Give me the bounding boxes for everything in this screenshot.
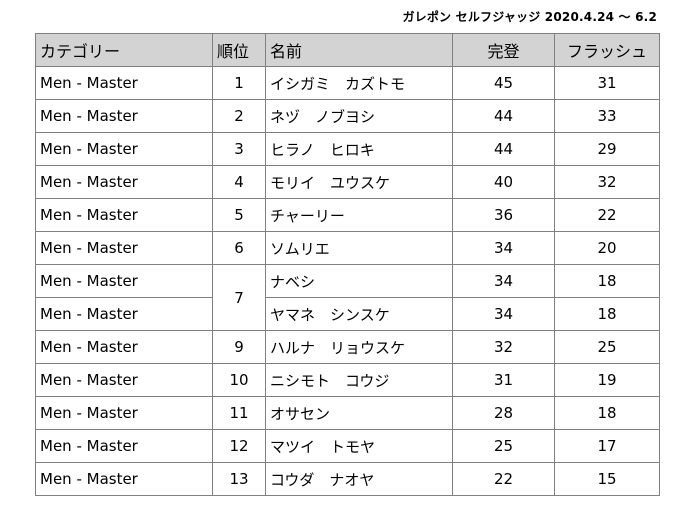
category-cell: Men - Master — [35, 297, 213, 331]
flash-cell: 15 — [554, 462, 660, 496]
flash-cell: 31 — [554, 66, 660, 100]
table-row: Men - Master 11 オサセン 28 18 — [35, 396, 660, 430]
rank-cell: 13 — [212, 462, 266, 496]
flash-cell: 18 — [554, 264, 660, 298]
table-row: Men - Master 4 モリイ ユウスケ 40 32 — [35, 165, 660, 199]
table-row: Men - Master 6 ソムリエ 34 20 — [35, 231, 660, 265]
flash-cell: 25 — [554, 330, 660, 364]
table-row: Men - Master 7 ナベシ 34 18 — [35, 264, 660, 331]
complete-cell: 45 — [452, 66, 555, 100]
category-cell: Men - Master — [35, 330, 213, 364]
complete-cell: 25 — [452, 429, 555, 463]
category-cell: Men - Master — [35, 264, 213, 298]
complete-cell: 34 — [452, 231, 555, 265]
category-cell: Men - Master — [35, 429, 213, 463]
table-row: Men - Master 9 ハルナ リョウスケ 32 25 — [35, 330, 660, 364]
rank-cell: 1 — [212, 66, 266, 100]
complete-cell: 34 — [452, 297, 555, 331]
table-row: Men - Master 2 ネヅ ノブヨシ 44 33 — [35, 99, 660, 133]
category-cell: Men - Master — [35, 462, 213, 496]
name-cell: ハルナ リョウスケ — [265, 330, 453, 364]
flash-cell: 33 — [554, 99, 660, 133]
name-cell: ナベシ — [265, 264, 453, 298]
rank-cell: 10 — [212, 363, 266, 397]
rank-cell: 2 — [212, 99, 266, 133]
header-complete: 完登 — [452, 33, 555, 67]
complete-cell: 32 — [452, 330, 555, 364]
flash-cell: 17 — [554, 429, 660, 463]
header-rank: 順位 — [212, 33, 266, 67]
results-caption: ガレポン セルフジャッジ 2020.4.24 〜 6.2 — [402, 10, 657, 24]
category-cell: Men - Master — [35, 198, 213, 232]
rank-cell: 5 — [212, 198, 266, 232]
name-cell: ヒラノ ヒロキ — [265, 132, 453, 166]
category-cell: Men - Master — [35, 132, 213, 166]
flash-cell: 18 — [554, 396, 660, 430]
table-row: Men - Master 12 マツイ トモヤ 25 17 — [35, 429, 660, 463]
rank-cell: 4 — [212, 165, 266, 199]
category-cell: Men - Master — [35, 396, 213, 430]
table-row: Men - Master 1 イシガミ カズトモ 45 31 — [35, 66, 660, 100]
name-cell: オサセン — [265, 396, 453, 430]
flash-cell: 29 — [554, 132, 660, 166]
name-cell: ヤマネ シンスケ — [265, 297, 453, 331]
rank-cell: 3 — [212, 132, 266, 166]
complete-cell: 44 — [452, 132, 555, 166]
table-row: Men - Master 10 ニシモト コウジ 31 19 — [35, 363, 660, 397]
complete-cell: 28 — [452, 396, 555, 430]
rank-cell: 9 — [212, 330, 266, 364]
name-cell: ソムリエ — [265, 231, 453, 265]
rank-cell: 6 — [212, 231, 266, 265]
category-cell: Men - Master — [35, 66, 213, 100]
category-cell: Men - Master — [35, 231, 213, 265]
complete-cell: 34 — [452, 264, 555, 298]
table-header-row: カテゴリー 順位 名前 完登 フラッシュ — [35, 33, 660, 67]
results-table: カテゴリー 順位 名前 完登 フラッシュ Men - Master 1 イシガミ… — [35, 33, 660, 496]
name-cell: イシガミ カズトモ — [265, 66, 453, 100]
category-cell: Men - Master — [35, 99, 213, 133]
flash-cell: 19 — [554, 363, 660, 397]
name-cell: コウダ ナオヤ — [265, 462, 453, 496]
complete-cell: 31 — [452, 363, 555, 397]
header-category: カテゴリー — [35, 33, 213, 67]
complete-cell: 36 — [452, 198, 555, 232]
header-flash: フラッシュ — [554, 33, 660, 67]
table-row: Men - Master 3 ヒラノ ヒロキ 44 29 — [35, 132, 660, 166]
name-cell: マツイ トモヤ — [265, 429, 453, 463]
name-cell: ネヅ ノブヨシ — [265, 99, 453, 133]
flash-cell: 22 — [554, 198, 660, 232]
name-cell: チャーリー — [265, 198, 453, 232]
rank-cell: 12 — [212, 429, 266, 463]
name-cell: ニシモト コウジ — [265, 363, 453, 397]
flash-cell: 20 — [554, 231, 660, 265]
table-row: Men - Master 13 コウダ ナオヤ 22 15 — [35, 462, 660, 496]
flash-cell: 32 — [554, 165, 660, 199]
complete-cell: 22 — [452, 462, 555, 496]
complete-cell: 40 — [452, 165, 555, 199]
flash-cell: 18 — [554, 297, 660, 331]
header-name: 名前 — [265, 33, 453, 67]
table-row: Men - Master 5 チャーリー 36 22 — [35, 198, 660, 232]
table-row: Men - Master ヤマネ シンスケ 34 18 — [35, 297, 660, 331]
category-cell: Men - Master — [35, 363, 213, 397]
name-cell: モリイ ユウスケ — [265, 165, 453, 199]
complete-cell: 44 — [452, 99, 555, 133]
rank-cell: 11 — [212, 396, 266, 430]
rank-cell: 7 — [212, 264, 266, 331]
category-cell: Men - Master — [35, 165, 213, 199]
